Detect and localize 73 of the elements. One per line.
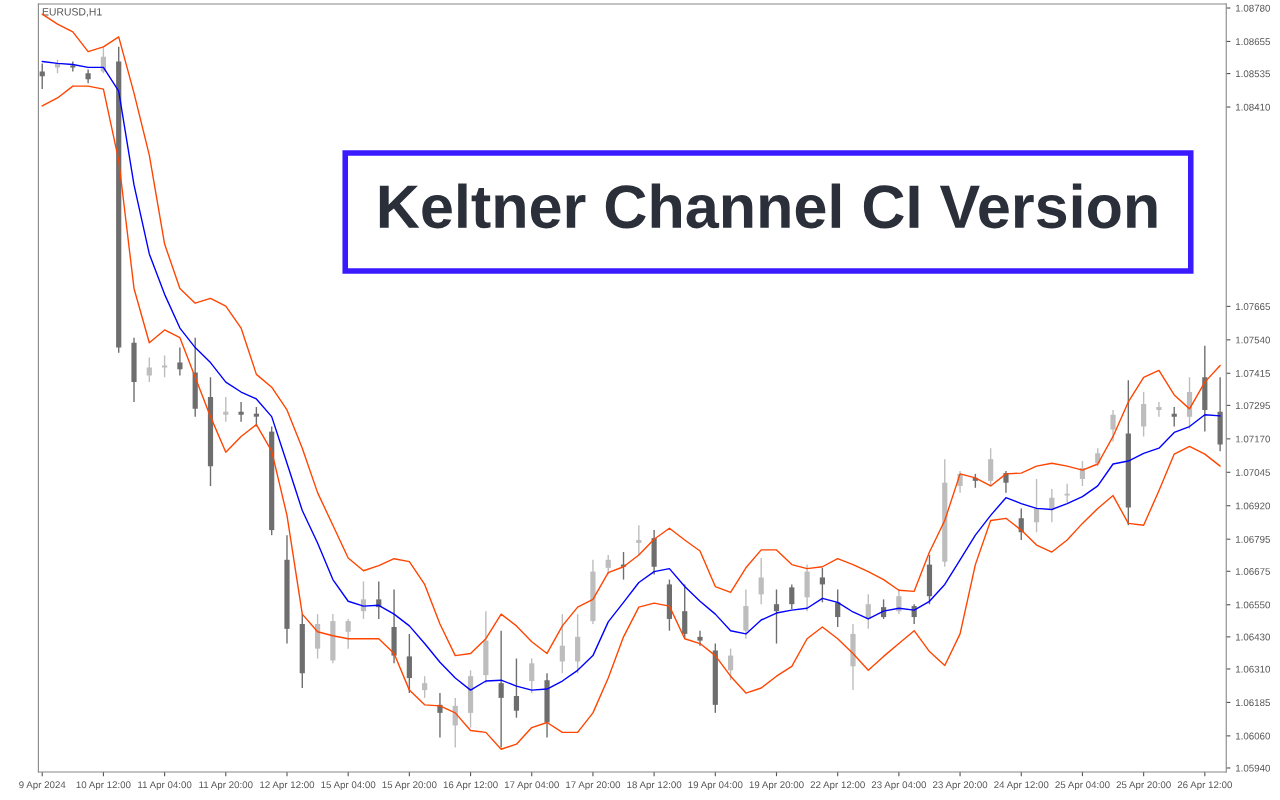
x-tick-label: 12 Apr 12:00: [260, 781, 315, 791]
candlestick: [1141, 391, 1147, 438]
y-tick-label: 1.06675: [1236, 568, 1270, 575]
y-tick-label: 1.06920: [1236, 502, 1271, 510]
y-tick-label: 1.07665: [1236, 303, 1270, 310]
y-tick-label: 1.06060: [1236, 732, 1271, 740]
x-tick-label: 18 Apr 12:00: [627, 781, 682, 791]
candlestick: [1171, 406, 1177, 428]
candlestick: [238, 401, 244, 423]
x-tick-label: 19 Apr 04:00: [688, 781, 743, 791]
x-tick-label: 17 Apr 20:00: [566, 781, 621, 791]
y-tick-label: 1.06795: [1236, 535, 1270, 543]
x-tick-label: 26 Apr 12:00: [1177, 781, 1233, 791]
candlestick: [529, 657, 535, 694]
candlestick: [819, 567, 825, 604]
x-tick-label: 9 Apr 2024: [19, 781, 66, 791]
y-tick-label: 1.06310: [1236, 665, 1271, 673]
y-tick-label: 1.07295: [1236, 402, 1270, 410]
y-tick-label: 1.08655: [1236, 38, 1270, 46]
y-tick-label: 1.07415: [1236, 370, 1270, 377]
candlestick: [758, 557, 764, 605]
annotation: EURUSD,H1: [42, 8, 102, 17]
candlestick: [253, 406, 259, 428]
x-tick-label: 25 Apr 04:00: [1055, 781, 1110, 791]
x-tick-label: 11 Apr 20:00: [199, 781, 253, 791]
x-tick-label: 25 Apr 20:00: [1116, 781, 1171, 791]
candlestick: [697, 630, 703, 647]
y-tick-label: 1.06430: [1236, 633, 1271, 641]
x-tick-label: 19 Apr 20:00: [749, 781, 804, 791]
candlestick: [728, 647, 734, 681]
x-tick-label: 10 Apr 12:00: [76, 781, 131, 791]
x-tick-label: 23 Apr 20:00: [932, 781, 988, 791]
candlestick: [988, 447, 994, 487]
y-tick-label: 1.05940: [1236, 764, 1271, 772]
candlestick: [682, 583, 688, 640]
candlestick: [513, 657, 520, 719]
candlestick: [605, 554, 611, 576]
candlestick: [406, 633, 412, 694]
candlestick: [559, 613, 565, 674]
candlestick: [39, 62, 45, 90]
candlestick: [789, 583, 795, 610]
candlestick: [177, 346, 183, 377]
y-tick-label: 1.07540: [1236, 336, 1271, 344]
candlestick: [1110, 409, 1116, 443]
candlestick: [345, 618, 351, 650]
text: Keltner Channel CI Version: [379, 183, 1157, 229]
candlestick: [1033, 478, 1040, 533]
x-tick-label: 17 Apr 04:00: [504, 781, 559, 791]
candlestick: [896, 588, 902, 615]
x-tick-label: 16 Apr 12:00: [443, 781, 498, 791]
candlestick: [773, 588, 780, 645]
candlestick: [498, 630, 504, 749]
candlestick: [437, 692, 443, 739]
candlestick: [636, 524, 642, 556]
candlestick: [422, 675, 428, 699]
candlestick: [223, 396, 229, 423]
y-tick-label: 1.06185: [1236, 699, 1270, 707]
candlestick: [1064, 483, 1070, 504]
x-tick-label: 15 Apr 20:00: [382, 781, 437, 791]
y-tick-label: 1.07170: [1236, 435, 1271, 443]
candlestick: [835, 588, 841, 628]
candlestick: [146, 356, 152, 383]
y-tick-label: 1.08780: [1236, 4, 1271, 12]
y-tick-label: 1.06550: [1236, 601, 1271, 609]
y-tick-label: 1.08535: [1236, 70, 1270, 78]
x-tick-label: 15 Apr 04:00: [321, 781, 376, 791]
x-tick-label: 23 Apr 04:00: [871, 781, 927, 791]
x-tick-label: 24 Apr 12:00: [994, 781, 1049, 791]
x-tick-label: 11 Apr 04:00: [138, 781, 192, 791]
candlestick: [1156, 401, 1162, 418]
x-tick-label: 22 Apr 12:00: [810, 781, 865, 791]
y-tick-label: 1.08410: [1236, 103, 1271, 111]
y-tick-label: 1.07045: [1236, 469, 1270, 476]
